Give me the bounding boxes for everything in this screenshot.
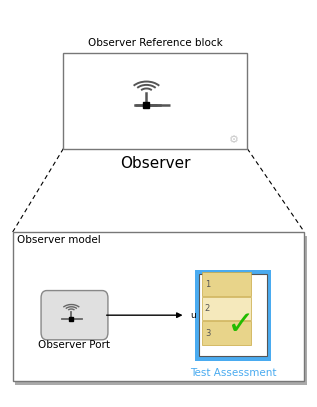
Bar [63, 53, 247, 149]
Text: ✓: ✓ [227, 309, 255, 341]
Text: ⚙: ⚙ [229, 135, 239, 144]
Bar [202, 297, 251, 320]
Bar [13, 232, 304, 381]
FancyBboxPatch shape [41, 291, 108, 340]
Text: Observer model: Observer model [17, 235, 101, 245]
Text: Observer Reference block: Observer Reference block [88, 38, 223, 48]
Text: 2: 2 [205, 304, 210, 313]
Text: 3: 3 [205, 328, 210, 337]
Bar [202, 272, 251, 296]
Bar [195, 269, 271, 361]
Bar [15, 236, 307, 385]
Bar [199, 274, 267, 356]
Text: 1: 1 [205, 280, 210, 289]
Text: Observer: Observer [120, 156, 191, 171]
Text: u: u [190, 311, 196, 319]
Bar [202, 322, 251, 345]
Text: Test Assessment: Test Assessment [190, 368, 276, 378]
Text: Observer Port: Observer Port [38, 340, 111, 350]
